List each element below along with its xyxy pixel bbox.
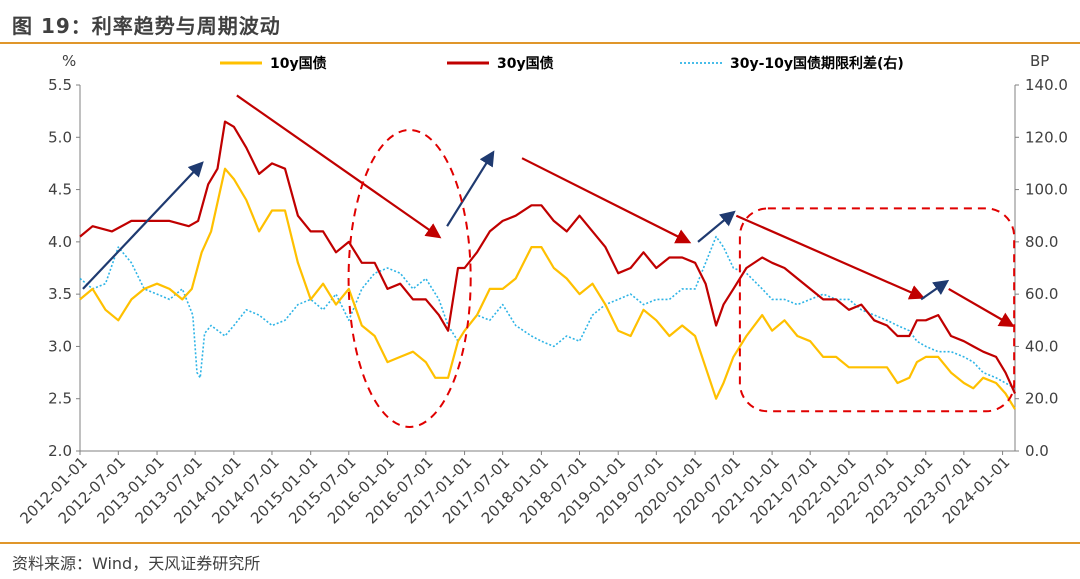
- legend-spread-label: 30y-10y国债期限利差(右): [730, 55, 904, 72]
- left-tick-label: 4.5: [48, 181, 72, 199]
- left-tick-label: 3.0: [48, 337, 72, 355]
- legend-30y-label: 30y国债: [497, 55, 554, 72]
- dashed-rect-marker: [738, 207, 1016, 413]
- left-tick-label: 3.5: [48, 285, 72, 303]
- page-title: 图 19：利率趋势与周期波动: [12, 14, 281, 38]
- chart-svg: % BP 2.0 2.5 3.0 3.5 4.0 4.5 5.0 5.5 0.0 20.0 40.0 60…: [16, 52, 1068, 527]
- trend-arrow-down: [735, 214, 925, 300]
- trend-arrow-down: [236, 94, 442, 239]
- legend-10y-label: 10y国债: [270, 55, 327, 72]
- right-tick-label: 100.0: [1025, 181, 1068, 199]
- trend-arrow-up: [446, 150, 495, 227]
- series-10y-line: [79, 167, 1016, 410]
- left-axis-unit: %: [62, 52, 76, 70]
- left-tick-label: 5.0: [48, 128, 72, 146]
- left-tick-label: 4.0: [48, 233, 72, 251]
- dashed-ellipse-marker: [347, 128, 472, 428]
- left-tick-label: 2.5: [48, 390, 72, 408]
- left-tick-label: 2.0: [48, 442, 72, 460]
- right-tick-label: 140.0: [1025, 76, 1068, 94]
- source-note: 资料来源：Wind，天风证券研究所: [12, 554, 261, 573]
- right-tick-label: 80.0: [1025, 233, 1058, 251]
- right-tick-label: 0.0: [1025, 442, 1049, 460]
- chart-area: % BP 2.0 2.5 3.0 3.5 4.0 4.5 5.0 5.5 0.0 20.0 40.0 60…: [0, 44, 1080, 542]
- title-bar: 图 19：利率趋势与周期波动: [0, 0, 1080, 44]
- right-tick-label: 20.0: [1025, 390, 1058, 408]
- trend-arrow-up: [697, 210, 736, 243]
- right-tick-label: 60.0: [1025, 285, 1058, 303]
- footer: 资料来源：Wind，天风证券研究所: [0, 542, 1080, 579]
- trend-arrow-up: [82, 161, 204, 290]
- trend-arrow-up: [920, 279, 950, 301]
- right-tick-label: 40.0: [1025, 337, 1058, 355]
- right-tick-label: 120.0: [1025, 128, 1068, 146]
- right-axis-unit: BP: [1030, 52, 1049, 70]
- series-30y-line: [79, 120, 1017, 394]
- left-tick-label: 5.5: [48, 76, 72, 94]
- trend-arrow-down: [948, 287, 1015, 328]
- trend-arrow-down: [521, 157, 692, 244]
